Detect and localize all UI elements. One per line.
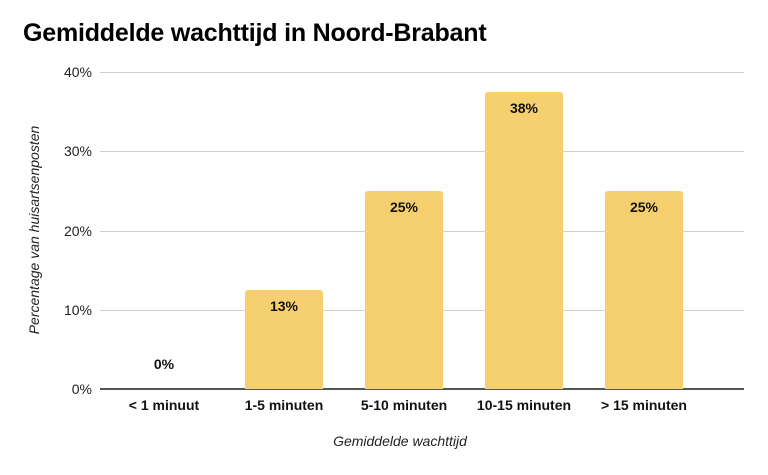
y-tick-label: 0% xyxy=(71,381,92,397)
plot-area: 0% 13% 25% 38% 25% xyxy=(100,72,744,390)
bar-data-label: 13% xyxy=(269,297,299,314)
x-axis-label: Gemiddelde wachttijd xyxy=(333,433,467,449)
bar-data-label: 25% xyxy=(629,198,659,215)
chart-title: Gemiddelde wachttijd in Noord-Brabant xyxy=(23,19,487,47)
gridline xyxy=(100,72,744,73)
bar xyxy=(245,289,323,389)
bar-data-label: 38% xyxy=(509,99,539,116)
bar-data-label: 0% xyxy=(153,356,175,372)
y-tick-label: 30% xyxy=(63,143,92,160)
gridline xyxy=(100,151,744,153)
x-tick-label: > 15 minuten xyxy=(601,397,687,413)
y-tick-label: 20% xyxy=(63,222,92,239)
x-tick-label: 5-10 minuten xyxy=(360,397,448,413)
bar xyxy=(485,91,563,389)
x-axis-baseline xyxy=(100,388,744,390)
bar xyxy=(365,190,443,389)
bar xyxy=(605,190,683,389)
x-tick-label: 1-5 minuten xyxy=(244,397,324,413)
bar-data-label: 25% xyxy=(389,198,419,215)
y-axis-label: Percentage van huisartsenposten xyxy=(26,125,42,335)
x-tick-label: 10-15 minuten xyxy=(476,397,572,413)
y-tick-label: 10% xyxy=(63,301,92,318)
y-tick-label: 40% xyxy=(63,64,92,80)
x-tick-label: < 1 minuut xyxy=(128,397,200,413)
